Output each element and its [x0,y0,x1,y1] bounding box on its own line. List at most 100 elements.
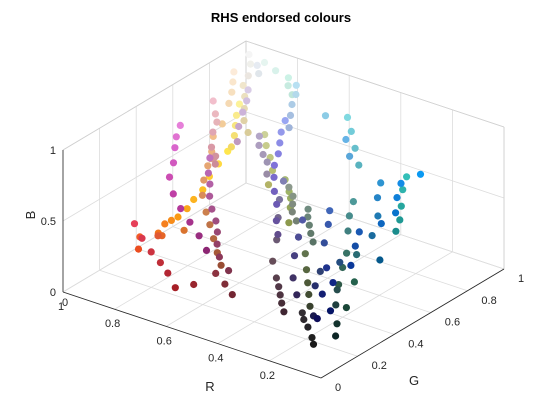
colour-point [167,216,175,224]
colour-point [190,280,198,289]
colour-point [313,315,321,323]
colour-point [292,81,300,89]
colour-point [272,217,280,225]
colour-point [276,139,284,147]
colour-point [211,110,219,118]
g-tick-label: 0.8 [481,295,496,307]
colour-point [278,299,286,307]
colour-point [304,213,312,221]
colour-point [233,138,241,146]
colour-point [172,133,180,141]
box-edge [62,40,247,151]
colour-point [174,213,182,221]
colour-point [355,161,363,169]
colour-point [239,81,247,90]
colour-point [207,143,216,151]
colour-point [293,291,301,299]
floor-gridline [217,234,402,344]
g-tick-label: 0.2 [372,360,387,372]
colour-point [276,291,284,299]
wall-gridline [62,182,247,293]
b-tick-label: 1 [50,145,56,157]
colour-point [217,261,225,269]
colour-point [190,195,198,204]
colour-point [228,88,236,96]
colour-point [273,200,281,208]
box-edge [245,40,505,128]
colour-point [316,267,324,275]
colour-point [186,218,194,226]
chart-title: RHS endorsed colours [211,10,351,25]
colour-point [292,90,300,99]
colour-point [344,227,352,235]
b-tick-label: 0 [50,287,56,299]
colour-point [263,158,271,166]
colour-point [209,128,217,136]
colour-point [240,117,248,125]
colour-point [343,249,351,257]
colour-point [333,320,341,328]
colour-point [228,291,236,299]
colour-point [416,170,425,178]
colour-point [204,162,212,170]
colour-point [176,121,184,129]
colour-point [272,67,280,75]
colour-point [342,304,350,312]
colour-point [202,246,211,254]
colour-point [373,194,382,202]
colour-point [260,58,269,67]
wall-gridline [245,111,505,199]
colour-point [284,74,292,82]
colour-point [342,135,350,144]
grid-layer [62,40,505,379]
colour-point [180,226,188,234]
colour-point [156,259,164,267]
colour-point [164,269,172,277]
colour-point [263,170,271,178]
colour-point [199,186,207,194]
colour-point [343,113,352,121]
colour-point [326,207,334,215]
colour-point [212,217,220,225]
colour-point [134,245,143,253]
floor-gridline [209,204,468,292]
floor-gridline [165,217,350,327]
colour-point [301,250,309,258]
colour-point [377,220,385,228]
colour-point [259,150,267,159]
colour-point [171,144,179,152]
colour-point [210,235,218,243]
colour-point [321,112,330,120]
r-axis-line [62,291,322,379]
colour-point [171,284,179,292]
colour-point [244,128,252,137]
colour-point [307,229,315,237]
colour-point [206,192,214,200]
colour-point [399,186,407,194]
colour-point [285,219,293,227]
colour-point [232,111,241,119]
colour-point [275,283,283,291]
colour-point [288,100,296,109]
colour-point [225,99,233,107]
colour-point [213,228,221,236]
colour-point [351,144,359,152]
colour-point [177,205,185,213]
colour-point [218,120,226,128]
colour-point [397,179,405,187]
colour-point [285,124,293,132]
colour-point [345,212,353,220]
colour-point [212,152,220,160]
colour-point [255,141,263,149]
colour-point [204,169,212,177]
colour-point [323,264,331,272]
colour-point [154,232,162,240]
colour-point [304,323,312,331]
floor-gridline [269,251,453,362]
colour-point [246,60,255,68]
colour-point [274,150,282,158]
colour-point [255,132,263,140]
colour-point [195,232,203,240]
